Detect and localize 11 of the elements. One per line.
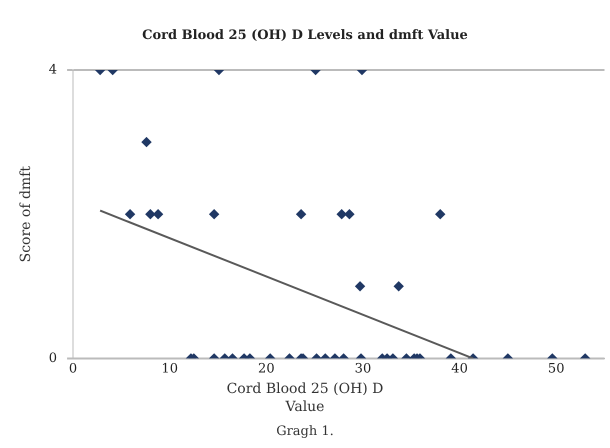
x-axis-title: Cord Blood 25 (OH) D Value bbox=[226, 380, 384, 416]
x-tick-label: 30 bbox=[354, 362, 372, 377]
y-tick-label: 4 bbox=[48, 62, 58, 78]
chart-title: Cord Blood 25 (OH) D Levels and dmft Value bbox=[141, 28, 469, 43]
x-tick-label: 20 bbox=[258, 362, 275, 377]
x-tick-label: 10 bbox=[161, 362, 178, 377]
y-axis-title: Score of dmft bbox=[18, 166, 34, 262]
text: Gragh 1. bbox=[275, 424, 335, 439]
x-tick-label: 50 bbox=[548, 362, 564, 377]
x-tick-label: 40 bbox=[451, 362, 468, 377]
x-tick-label: 0 bbox=[68, 362, 78, 377]
